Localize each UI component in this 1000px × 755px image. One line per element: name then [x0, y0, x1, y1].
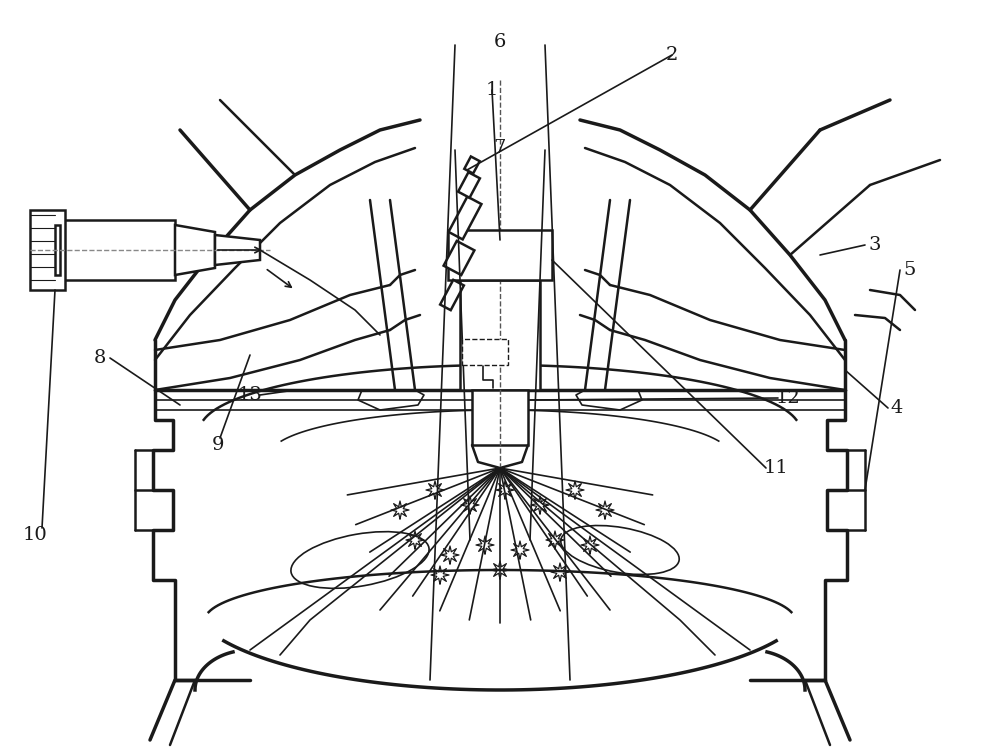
- Text: 4: 4: [891, 399, 903, 417]
- Text: 8: 8: [94, 349, 106, 367]
- Text: 5: 5: [904, 261, 916, 279]
- Text: 13: 13: [238, 386, 262, 404]
- Polygon shape: [472, 390, 528, 445]
- Polygon shape: [440, 280, 464, 310]
- Text: 2: 2: [666, 46, 678, 64]
- Polygon shape: [30, 210, 65, 290]
- Text: 1: 1: [486, 81, 498, 99]
- Text: 12: 12: [776, 389, 800, 407]
- Text: 9: 9: [212, 436, 224, 454]
- Polygon shape: [55, 225, 60, 275]
- Polygon shape: [175, 225, 215, 275]
- Text: 3: 3: [869, 236, 881, 254]
- Polygon shape: [448, 230, 552, 280]
- Polygon shape: [464, 156, 480, 174]
- Polygon shape: [449, 196, 481, 239]
- Polygon shape: [458, 172, 480, 198]
- Bar: [462, 339, 508, 365]
- Polygon shape: [60, 220, 175, 280]
- Polygon shape: [215, 235, 260, 265]
- Polygon shape: [460, 280, 540, 390]
- Text: 11: 11: [764, 459, 788, 477]
- Polygon shape: [444, 241, 474, 275]
- Text: 10: 10: [23, 526, 47, 544]
- Text: 7: 7: [494, 139, 506, 157]
- Text: 6: 6: [494, 33, 506, 51]
